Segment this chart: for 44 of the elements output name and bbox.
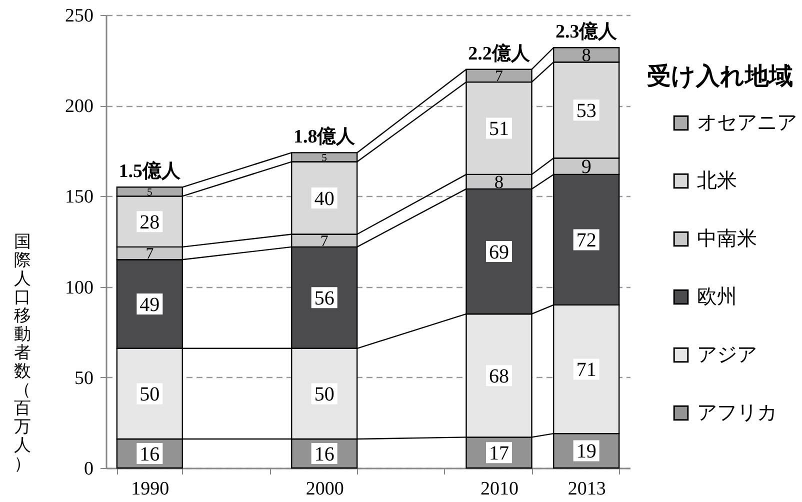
y-tick-label: 150 xyxy=(65,186,94,208)
y-tick-label: 0 xyxy=(84,458,94,480)
data-label: 7 xyxy=(495,68,504,86)
y-tick-label: 100 xyxy=(65,277,94,298)
x-tick-label: 2000 xyxy=(306,478,344,500)
data-label: 51 xyxy=(489,118,509,140)
legend-title: 受け入れ地域 xyxy=(647,63,793,90)
data-label: 7 xyxy=(320,232,328,250)
data-label: 8 xyxy=(582,45,591,66)
y-tick-label: 50 xyxy=(74,368,94,389)
legend-label: 北米 xyxy=(697,170,737,192)
data-label: 40 xyxy=(314,188,334,210)
data-label: 49 xyxy=(140,294,160,316)
data-label: 28 xyxy=(140,211,160,234)
data-label: 50 xyxy=(140,384,160,406)
data-label: 16 xyxy=(314,443,334,466)
data-label: 50 xyxy=(314,384,334,406)
annotation: 1.5億人 xyxy=(118,160,182,182)
legend-label: 中南米 xyxy=(697,228,757,250)
data-label: 53 xyxy=(576,100,596,122)
x-tick-label: 1990 xyxy=(131,478,170,500)
annotation: 2.3億人 xyxy=(555,20,618,43)
annotation: 1.8億人 xyxy=(293,126,356,148)
data-label: 17 xyxy=(489,442,509,464)
legend-label: アジア xyxy=(697,344,757,366)
data-label: 69 xyxy=(489,241,509,264)
data-label: 7 xyxy=(146,246,154,263)
legend-label: オセアニア xyxy=(697,112,797,134)
x-tick-label: 2010 xyxy=(480,478,518,500)
legend-label: アフリカ xyxy=(697,402,777,424)
data-label: 72 xyxy=(576,229,596,252)
annotation: 2.2億人 xyxy=(468,42,531,64)
y-tick-label: 250 xyxy=(65,6,94,26)
data-label: 19 xyxy=(576,440,596,463)
x-tick-label: 2013 xyxy=(568,478,606,500)
y-tick-label: 200 xyxy=(65,96,94,118)
data-label: 68 xyxy=(489,365,509,388)
data-label: 8 xyxy=(494,172,504,192)
data-label: 71 xyxy=(576,359,596,382)
data-label: 16 xyxy=(140,443,160,466)
data-label: 9 xyxy=(581,156,592,178)
legend-label: 欧州 xyxy=(697,286,737,308)
data-label: 56 xyxy=(314,287,334,310)
text: 国際人口移動者数（百万人） xyxy=(14,232,31,473)
